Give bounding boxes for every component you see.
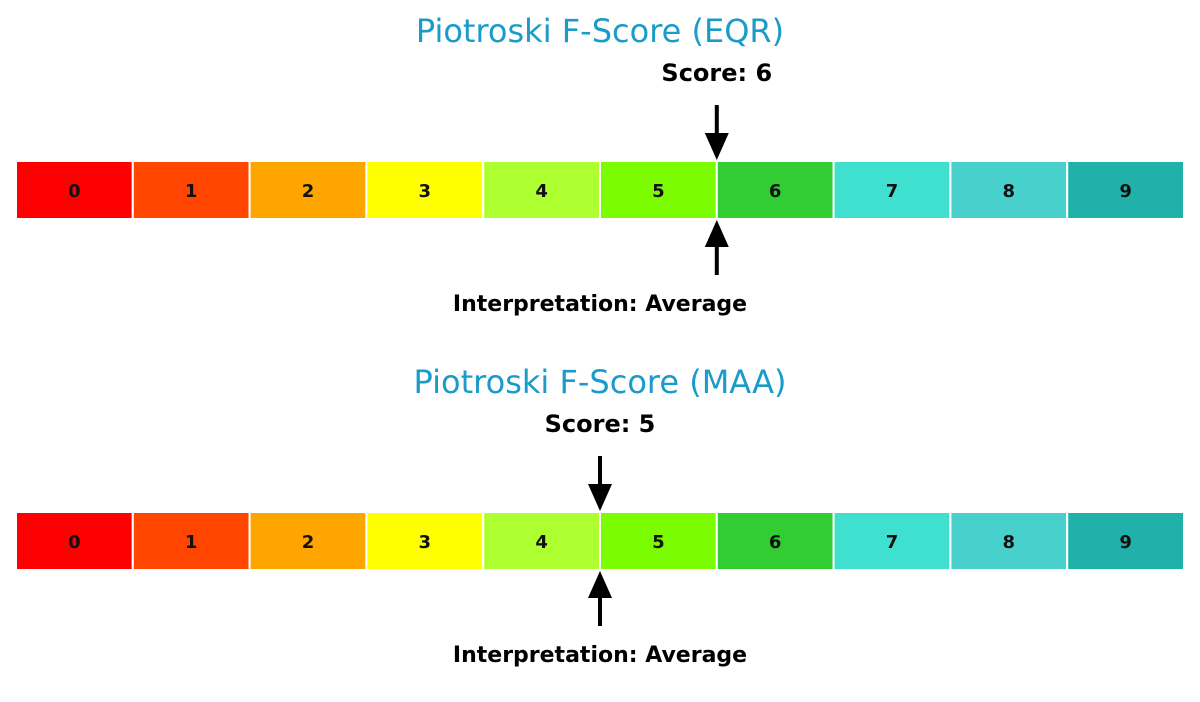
segment-4 [482, 160, 602, 220]
segment-label-0: 0 [68, 181, 81, 202]
segment-label-7: 7 [886, 532, 899, 553]
segment-label-5: 5 [652, 532, 665, 553]
segment-9 [1066, 511, 1185, 571]
segment-7 [832, 160, 952, 220]
arrow-down-icon [704, 133, 729, 160]
segment-5 [599, 160, 718, 220]
segment-label-2: 2 [302, 532, 315, 553]
interpretation-label: Interpretation: Average [453, 643, 747, 668]
arrow-down-icon [588, 484, 612, 511]
score-bar: 0 1 2 3 4 5 6 7 8 9 [15, 511, 1185, 571]
chart-title: Piotroski F-Score (EQR) [416, 12, 784, 50]
segment-label-4: 4 [535, 181, 548, 202]
segment-label-0: 0 [68, 532, 81, 553]
segment-8 [949, 511, 1069, 571]
segment-8 [949, 160, 1069, 220]
segment-label-1: 1 [185, 532, 198, 553]
score-arrows [588, 456, 612, 626]
segment-1 [131, 160, 251, 220]
score-label: Score: 6 [661, 59, 772, 87]
segment-label-9: 9 [1119, 181, 1132, 202]
segment-label-7: 7 [886, 181, 899, 202]
chart-title: Piotroski F-Score (MAA) [414, 363, 787, 401]
segment-label-4: 4 [535, 532, 548, 553]
interpretation-label: Interpretation: Average [453, 292, 747, 317]
segment-label-1: 1 [185, 181, 198, 202]
segment-0 [15, 511, 134, 571]
segment-label-2: 2 [302, 181, 315, 202]
arrow-up-icon [588, 571, 612, 598]
segment-label-8: 8 [1003, 532, 1016, 553]
gauge-maa: Piotroski F-Score (MAA) Score: 5 0 1 2 3 4 5 6… [15, 363, 1185, 668]
segment-label-6: 6 [769, 181, 782, 202]
segment-3 [365, 511, 485, 571]
segment-label-9: 9 [1119, 532, 1132, 553]
segment-label-3: 3 [419, 532, 432, 553]
score-bar: 0 1 2 3 4 5 6 7 8 9 [15, 160, 1185, 220]
score-label: Score: 5 [545, 410, 656, 438]
arrow-up-icon [704, 220, 729, 247]
segment-1 [131, 511, 251, 571]
segment-label-3: 3 [419, 181, 432, 202]
segment-label-5: 5 [652, 181, 665, 202]
score-arrows [704, 105, 729, 275]
gauge-eqr: Piotroski F-Score (EQR) Score: 6 0 1 2 3 4 5 6… [15, 12, 1185, 317]
segment-0 [15, 160, 134, 220]
segment-6 [715, 160, 835, 220]
segment-label-6: 6 [769, 532, 782, 553]
segment-9 [1066, 160, 1185, 220]
segment-2 [248, 511, 368, 571]
segment-7 [832, 511, 952, 571]
segment-label-8: 8 [1003, 181, 1016, 202]
segment-2 [248, 160, 368, 220]
